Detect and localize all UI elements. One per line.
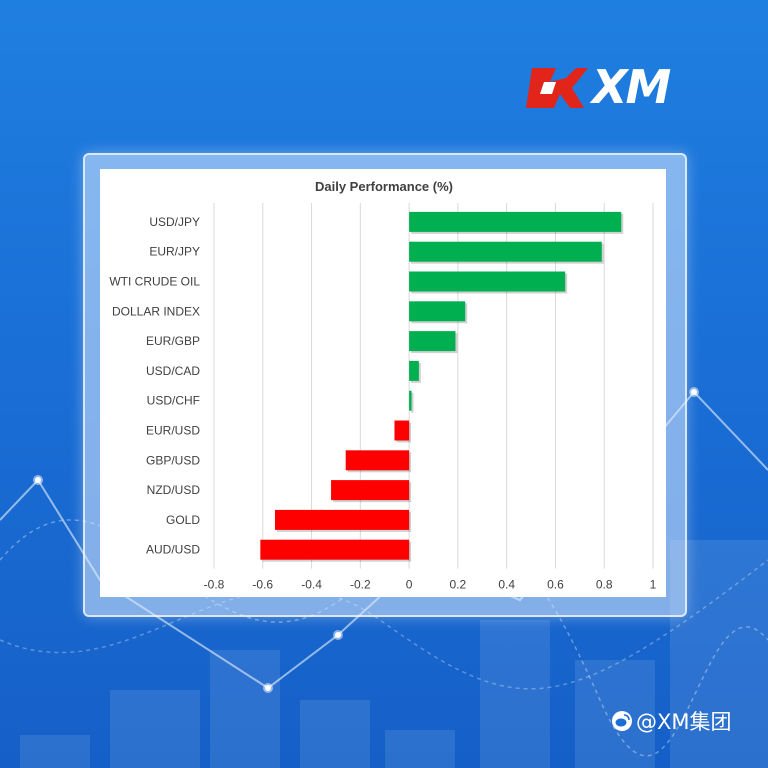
bar-nzd-usd: [331, 480, 410, 501]
x-tick-label: 0.4: [498, 578, 515, 592]
bar-eur-jpy: [409, 241, 602, 262]
bar-usd-chf: [409, 390, 412, 411]
x-tick-label: -0.6: [252, 578, 273, 592]
x-tick-label: 1: [650, 578, 657, 592]
category-label: EUR/USD: [146, 424, 200, 438]
bar-wti-crude-oil: [409, 271, 566, 292]
watermark: @XM集团: [612, 706, 732, 736]
daily-performance-chart: Daily Performance (%) USD/JPY EUR/JPY WTI …: [109, 179, 657, 592]
bar-usd-cad: [409, 360, 419, 381]
xm-logo-text: XM: [592, 60, 671, 114]
x-tick-label: 0: [406, 578, 413, 592]
category-label: DOLLAR INDEX: [112, 304, 200, 318]
x-tick-label: 0.2: [450, 578, 467, 592]
category-label: EUR/JPY: [149, 245, 200, 259]
bar-usd-jpy: [409, 211, 622, 232]
x-tick-label: -0.8: [204, 578, 225, 592]
category-label: NZD/USD: [147, 483, 201, 497]
xm-brand-mark-icon: [526, 68, 588, 108]
x-tick-label: 0.8: [596, 578, 613, 592]
category-label: USD/CAD: [146, 364, 200, 378]
category-label: GOLD: [166, 513, 200, 527]
chart-title: Daily Performance (%): [315, 179, 453, 194]
x-tick-label: -0.2: [350, 578, 371, 592]
category-label: USD/JPY: [149, 215, 200, 229]
x-tick-label: 0.6: [547, 578, 564, 592]
category-label: GBP/USD: [146, 453, 200, 467]
x-tick-label: -0.4: [301, 578, 322, 592]
category-label: USD/CHF: [147, 394, 200, 408]
category-label: EUR/GBP: [146, 334, 200, 348]
bar-eur-usd: [394, 420, 410, 441]
watermark-text: @XM集团: [636, 710, 732, 734]
bar-eur-gbp: [409, 331, 456, 352]
bar-gold: [274, 509, 410, 530]
category-label: AUD/USD: [146, 543, 200, 557]
chart-card: Daily Performance (%) USD/JPY EUR/JPY WTI …: [100, 169, 666, 597]
bar-shadow: [411, 392, 414, 413]
bar-aud-usd: [260, 539, 410, 560]
bar-dollar-index: [409, 301, 466, 322]
weibo-icon: [612, 711, 632, 731]
xm-logo: XM: [526, 60, 706, 114]
category-label: WTI CRUDE OIL: [109, 275, 200, 289]
bar-gbp-usd: [345, 450, 410, 471]
